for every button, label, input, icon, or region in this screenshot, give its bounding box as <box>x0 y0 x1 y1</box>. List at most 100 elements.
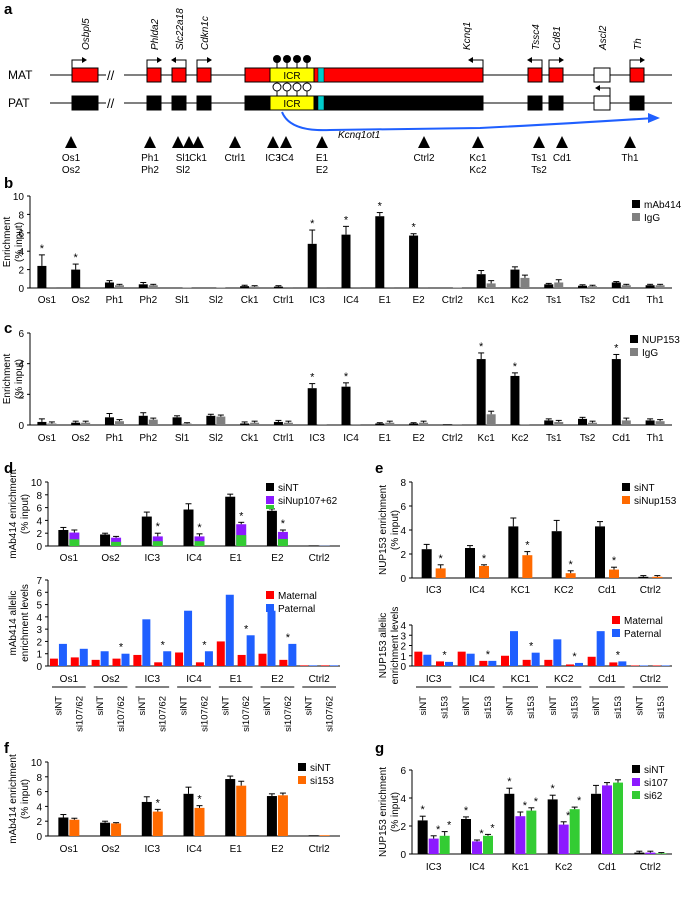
significance-star: * <box>310 218 315 230</box>
gene-box-paternal <box>527 95 543 111</box>
category-label: Sl2 <box>209 433 224 444</box>
bar-siNT <box>58 530 69 546</box>
bar-NUP153 <box>645 420 655 425</box>
tss-arrow <box>196 59 207 68</box>
y-tick-label: 8 <box>18 210 24 221</box>
bar-IgG <box>655 421 665 425</box>
category-label: Ts1 <box>546 433 562 444</box>
group-label: IC4 <box>186 674 202 685</box>
gene-box-paternal <box>71 95 99 111</box>
legend-label: Paternal <box>624 629 661 640</box>
category-label: E2 <box>271 844 284 855</box>
probe-label: Os2 <box>62 165 81 176</box>
probe-label: Sl1 <box>176 153 191 164</box>
category-label: Kc2 <box>555 862 573 873</box>
bar-Paternal <box>423 654 432 666</box>
bar-Paternal <box>121 653 130 666</box>
y-tick-label: 8 <box>36 773 42 784</box>
legend-label: NUP153 <box>642 335 680 346</box>
bar-Paternal <box>142 619 151 666</box>
arrowhead <box>468 57 473 63</box>
bar-Paternal <box>661 665 670 666</box>
legend-label: si62 <box>644 791 663 802</box>
legend-swatch <box>266 591 274 599</box>
significance-star: * <box>525 540 530 552</box>
bar-Paternal <box>510 631 518 666</box>
bar-IgG <box>148 285 158 288</box>
bar-NUP153 <box>37 421 47 425</box>
group-label: IC4 <box>469 674 485 685</box>
tss-arrow <box>532 59 543 68</box>
bar-siNT <box>100 822 111 836</box>
y-axis-label: (% input) <box>14 222 25 262</box>
bar-IgG <box>351 287 361 288</box>
bar-Maternal <box>631 665 639 666</box>
bar-si153 <box>111 823 122 836</box>
locus-map: MAT PAT // // Osbpl5 Phlda2 Slc22a18 Cdkn1c Kc… <box>8 8 672 176</box>
bar-IgG <box>81 422 91 425</box>
bar-Paternal <box>445 661 453 666</box>
significance-star: * <box>529 641 534 653</box>
condition-label: siNT <box>505 696 516 716</box>
significance-star: * <box>40 243 45 255</box>
significance-star: * <box>244 623 249 635</box>
y-axis-label: NUP153 enrichment <box>378 767 389 857</box>
category-label: IC3 <box>145 553 161 564</box>
group-label: E1 <box>230 674 243 685</box>
legend-swatch <box>632 778 640 786</box>
bar-green-portion <box>277 538 288 546</box>
bar-siNup153 <box>435 568 446 578</box>
bar-Maternal <box>112 658 121 666</box>
bar-Paternal <box>640 665 648 666</box>
arrowhead <box>207 57 212 63</box>
y-tick-label: 4 <box>400 526 406 537</box>
y-tick-label: 4 <box>400 621 406 632</box>
legend-label: siNT <box>634 483 655 494</box>
bar-Paternal <box>531 652 540 666</box>
bar-green-portion <box>111 541 122 546</box>
chart-g: 0 2 4 6 NUP153 enrichment (% input) IC3 * IC4 * Kc… <box>378 765 672 873</box>
category-label: IC3 <box>309 295 325 306</box>
gene-label: Kcnq1 <box>462 22 473 50</box>
tss-arrow <box>600 87 611 96</box>
category-label: Ts2 <box>580 295 596 306</box>
bar-siNT <box>465 548 475 578</box>
bar-Maternal <box>414 651 423 666</box>
bar-IgG <box>621 285 631 288</box>
probe-label: IC3 <box>265 153 281 164</box>
y-axis-label: (% input) <box>14 359 25 399</box>
category-label: Os2 <box>101 844 120 855</box>
y-tick-label: 8 <box>400 478 406 489</box>
y-tick-label: 6 <box>36 588 42 599</box>
bar-IgG <box>47 423 57 425</box>
gene-box-paternal <box>593 95 611 111</box>
condition-label: si107/62 <box>283 696 294 732</box>
bar-mAb414 <box>138 284 148 288</box>
bar-si153 <box>194 807 205 836</box>
bar-siNT <box>591 793 601 854</box>
bar-siNT <box>595 526 605 578</box>
bar-Paternal <box>58 643 67 666</box>
category-label: Ts2 <box>580 433 596 444</box>
group-label: KC2 <box>554 674 574 685</box>
significance-star: * <box>156 521 161 533</box>
significance-star: * <box>378 201 383 213</box>
probe-triangle <box>65 136 77 148</box>
bar-siNup153 <box>609 569 619 578</box>
y-tick-label: 2 <box>400 550 406 561</box>
bar-siNT <box>547 799 558 854</box>
bar-si107 <box>428 838 439 854</box>
legend-swatch <box>632 200 640 208</box>
category-label: Os1 <box>60 553 79 564</box>
y-axis-label: (% input) <box>20 494 31 534</box>
y-axis-label: (% input) <box>390 792 401 832</box>
bar-si107 <box>472 841 482 854</box>
bar-siNT <box>308 545 319 546</box>
group-label: E2 <box>271 674 284 685</box>
y-tick-label: 2 <box>36 637 42 648</box>
condition-label: si153 <box>613 696 624 719</box>
group-label: Ctrl2 <box>640 674 662 685</box>
category-label: Ctrl1 <box>273 295 295 306</box>
panel-letter-c: c <box>4 320 12 337</box>
category-label: Cd1 <box>598 585 617 596</box>
